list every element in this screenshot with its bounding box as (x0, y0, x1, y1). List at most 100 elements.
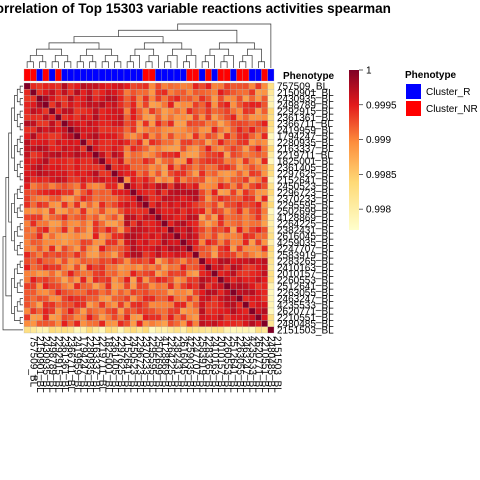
dendrogram-branch (218, 42, 255, 50)
heatmap-cell (92, 114, 100, 121)
heatmap-cell (180, 176, 187, 184)
heatmap-cell (48, 201, 56, 209)
heatmap-cell (155, 270, 162, 277)
heatmap-cell (111, 157, 118, 165)
column-label-2297625-bl: 2297625_BL (115, 336, 126, 393)
heatmap-cell (248, 207, 256, 215)
dendrogram-branch (19, 135, 23, 143)
heatmap-cell (111, 307, 118, 315)
heatmap-cell (167, 195, 175, 202)
heatmap-cell (48, 232, 56, 240)
heatmap-cell (255, 314, 262, 321)
heatmap-cell (61, 170, 68, 177)
heatmap-cell (48, 307, 56, 315)
heatmap-cell (117, 95, 125, 102)
heatmap-cell (217, 132, 225, 140)
heatmap-cell (198, 189, 206, 196)
heatmap-cell (173, 245, 181, 252)
heatmap-cell (180, 220, 187, 227)
heatmap-cell (48, 320, 56, 327)
heatmap-cell (217, 176, 225, 184)
heatmap-cell (80, 126, 87, 134)
heatmap-cell (136, 257, 143, 265)
heatmap-cell (136, 220, 143, 227)
heatmap-cell (98, 176, 106, 184)
heatmap-cell (123, 295, 131, 302)
heatmap-cell (211, 95, 218, 102)
heatmap-cell (223, 182, 231, 190)
heatmap-cell (148, 220, 156, 227)
heatmap-cell (155, 289, 162, 296)
heatmap-cell (42, 139, 50, 146)
heatmap-cell (105, 307, 112, 315)
heatmap-cell (230, 276, 237, 284)
heatmap-cell (198, 214, 206, 221)
heatmap-cell (161, 214, 168, 221)
heatmap-cell (255, 270, 262, 277)
heatmap-cell (180, 151, 187, 159)
heatmap-cell (267, 220, 275, 227)
heatmap-cell (142, 114, 150, 121)
heatmap-cell (230, 170, 237, 177)
heatmap-cell (86, 314, 93, 321)
heatmap-cell (61, 126, 68, 134)
heatmap-cell (180, 226, 187, 234)
heatmap-cell (73, 251, 81, 259)
heatmap-cell (267, 314, 275, 321)
heatmap-cell (42, 164, 50, 171)
heatmap-cell (98, 182, 106, 190)
column-label-2361405-bl: 2361405_BL (109, 336, 120, 393)
heatmap-cell (105, 201, 112, 209)
heatmap-cell (192, 289, 200, 296)
heatmap-cell (267, 251, 275, 259)
heatmap-cell (67, 251, 75, 259)
heatmap-cell (148, 226, 156, 234)
heatmap-cell (167, 289, 175, 296)
heatmap-cell (236, 270, 243, 277)
heatmap-cell (230, 307, 237, 315)
heatmap-cell (117, 176, 125, 184)
heatmap-cell (30, 107, 37, 115)
heatmap-cell (236, 120, 243, 127)
heatmap-cell (55, 189, 62, 196)
heatmap-cell (180, 126, 187, 134)
heatmap-cell (161, 270, 168, 277)
row-label-2295595-bl: 2295595_BL (277, 200, 334, 211)
dendrogram-branch (39, 61, 47, 68)
heatmap-cell (86, 101, 93, 109)
heatmap-cell (42, 101, 50, 109)
heatmap-cell (173, 170, 181, 177)
heatmap-cell (48, 107, 56, 115)
heatmap-cell (67, 207, 75, 215)
heatmap-cell (36, 264, 43, 271)
heatmap-cell (142, 126, 150, 134)
heatmap-cell (23, 195, 31, 202)
heatmap-cell (98, 201, 106, 209)
heatmap-cell (211, 314, 218, 321)
heatmap-cell (261, 120, 268, 127)
heatmap-cell (155, 101, 162, 109)
heatmap-cell (36, 289, 43, 296)
heatmap-cell (136, 139, 143, 146)
heatmap-cell (117, 164, 125, 171)
heatmap-cell (98, 289, 106, 296)
heatmap-cell (105, 239, 112, 246)
heatmap-cell (117, 126, 125, 134)
heatmap-cell (98, 301, 106, 309)
heatmap-cell (111, 289, 118, 296)
heatmap-cell (211, 320, 218, 327)
heatmap-cell (236, 182, 243, 190)
heatmap-cell (111, 220, 118, 227)
heatmap-cell (92, 251, 100, 259)
dendrogram-branch (19, 110, 23, 118)
heatmap-cell (236, 251, 243, 259)
heatmap-cell (73, 139, 81, 146)
heatmap-cell (242, 195, 250, 202)
heatmap-cell (223, 239, 231, 246)
heatmap-cell (30, 232, 37, 240)
heatmap-cell (105, 226, 112, 234)
heatmap-cell (130, 239, 137, 246)
heatmap-cell (48, 95, 56, 102)
heatmap-cell (67, 226, 75, 234)
heatmap-cell (217, 201, 225, 209)
